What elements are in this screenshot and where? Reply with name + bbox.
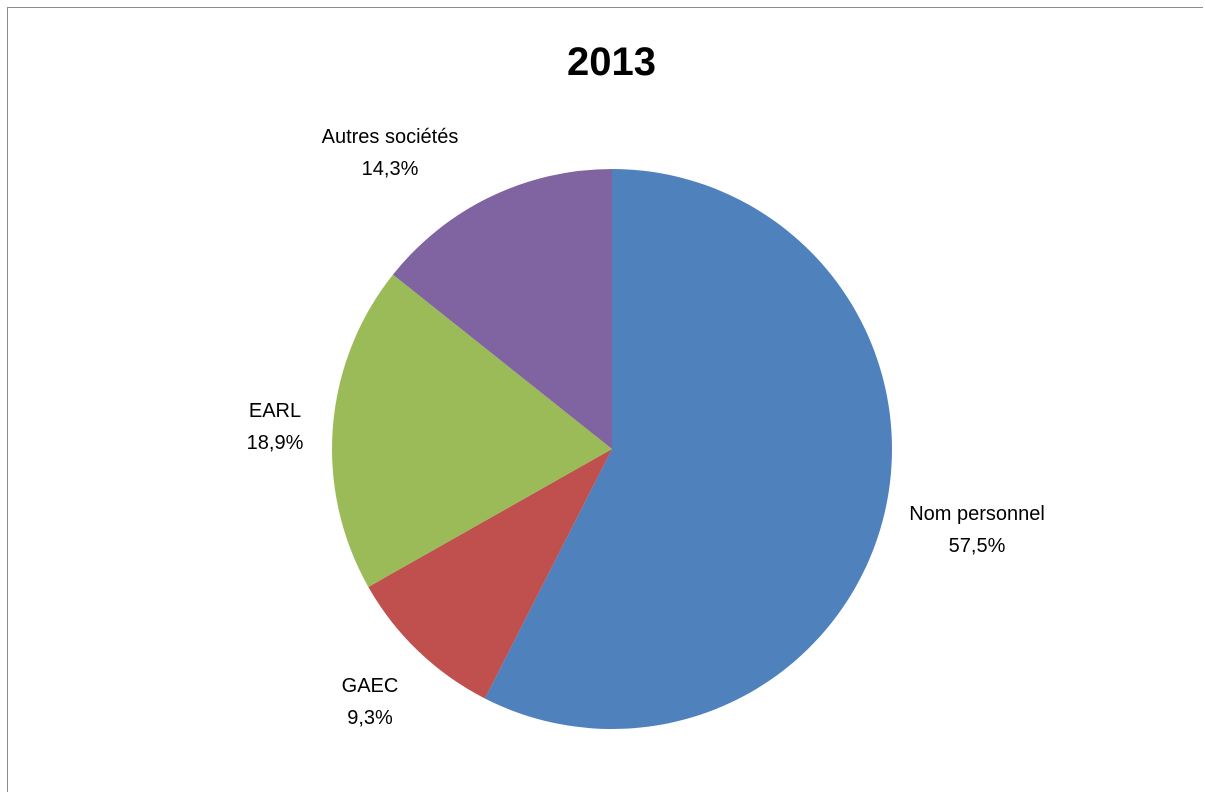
slice-value-autres-societes: 14,3%: [362, 158, 419, 180]
slice-value-gaec: 9,3%: [347, 707, 393, 729]
slice-label-earl: EARL: [249, 400, 301, 422]
slice-label-nom-personnel: Nom personnel: [909, 503, 1045, 525]
slice-label-gaec: GAEC: [342, 675, 399, 697]
slice-value-earl: 18,9%: [247, 432, 304, 454]
slice-value-nom-personnel: 57,5%: [949, 535, 1006, 557]
slice-label-autres-societes: Autres sociétés: [322, 126, 459, 148]
pie-slices: [332, 169, 892, 729]
